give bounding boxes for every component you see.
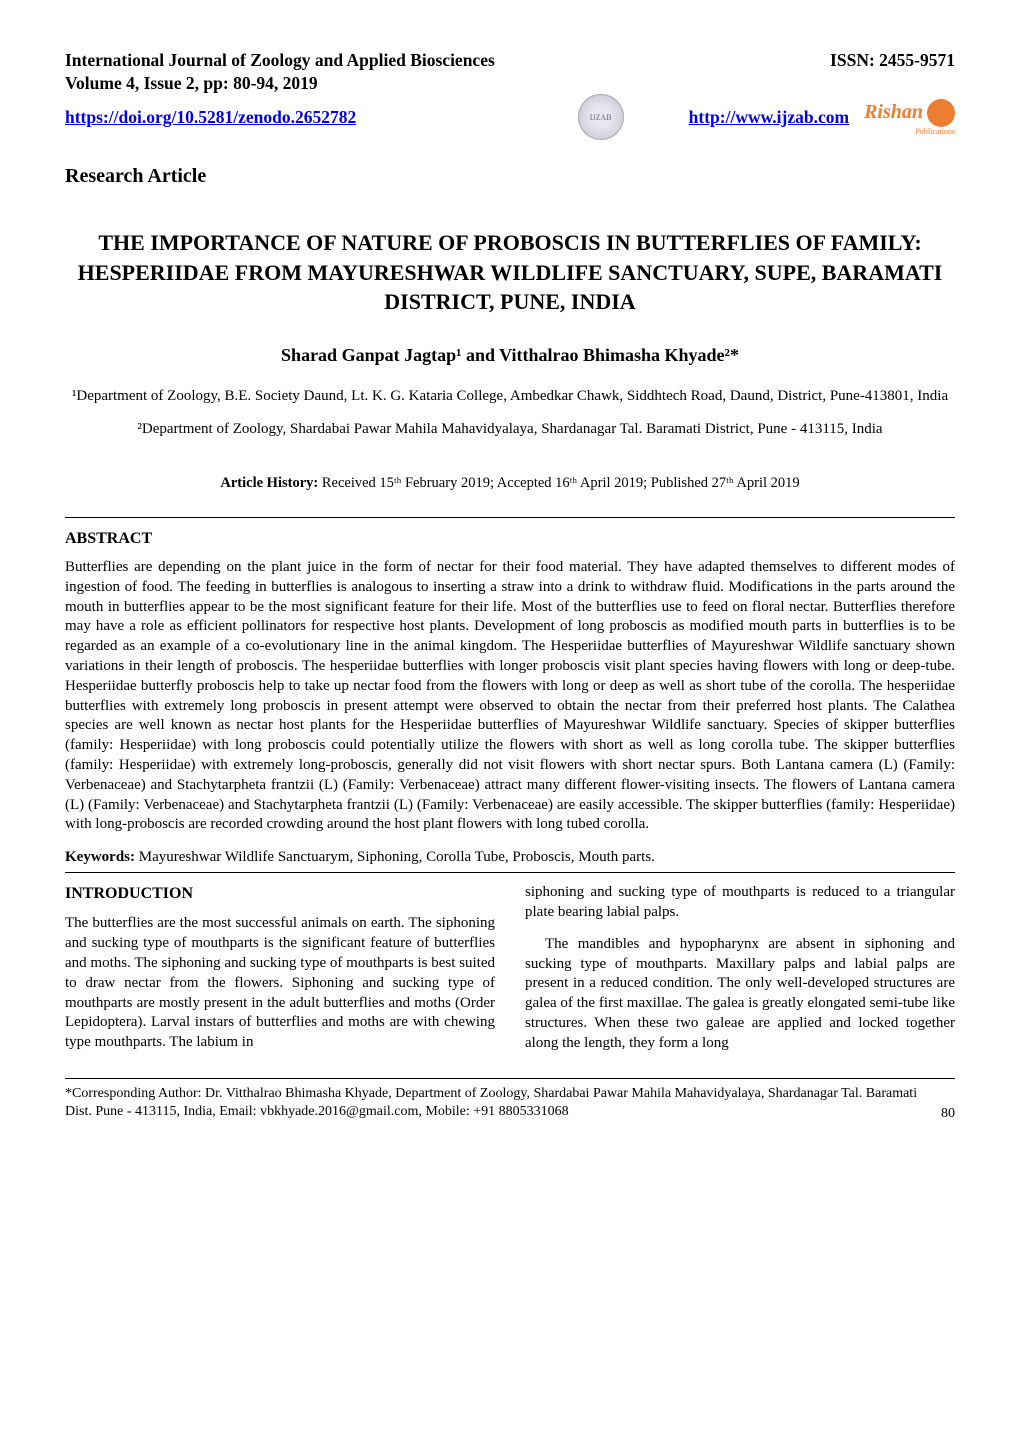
corresponding-author: *Corresponding Author: Dr. Vitthalrao Bh… <box>65 1085 941 1123</box>
publisher-logo: Rishan Publications <box>864 99 955 136</box>
divider-mid <box>65 872 955 873</box>
history-text: Received 15ᵗʰ February 2019; Accepted 16… <box>318 475 799 491</box>
header-left-column: International Journal of Zoology and App… <box>65 50 830 71</box>
journal-title: International Journal of Zoology and App… <box>65 50 495 70</box>
journal-url-link[interactable]: http://www.ijzab.com <box>689 107 849 128</box>
history-label: Article History: <box>220 475 318 491</box>
ijzab-logo-icon: IJZAB <box>578 94 624 140</box>
intro-continuation: siphoning and sucking type of mouthparts… <box>525 883 955 923</box>
two-column-body: INTRODUCTION The butterflies are the mos… <box>65 883 955 1053</box>
abstract-body: Butterflies are depending on the plant j… <box>65 558 955 835</box>
publisher-ball-icon <box>927 99 955 127</box>
authors-line: Sharad Ganpat Jagtap¹ and Vitthalrao Bhi… <box>65 345 955 366</box>
intro-paragraph-2: The mandibles and hypopharynx are absent… <box>525 935 955 1054</box>
doi-url-row: https://doi.org/10.5281/zenodo.2652782 I… <box>65 94 955 140</box>
issn-label: ISSN: 2455-9571 <box>830 50 955 71</box>
keywords-line: Keywords: Mayureshwar Wildlife Sanctuary… <box>65 849 955 866</box>
publisher-name-text: Rishan <box>864 101 923 124</box>
page-number: 80 <box>941 1106 955 1122</box>
doi-link[interactable]: https://doi.org/10.5281/zenodo.2652782 <box>65 107 356 128</box>
paper-title: THE IMPORTANCE OF NATURE OF PROBOSCIS IN… <box>65 228 955 317</box>
introduction-heading: INTRODUCTION <box>65 883 495 904</box>
column-left: INTRODUCTION The butterflies are the mos… <box>65 883 495 1053</box>
article-type: Research Article <box>65 165 955 188</box>
volume-issue-info: Volume 4, Issue 2, pp: 80-94, 2019 <box>65 73 955 94</box>
affiliation-1: ¹Department of Zoology, B.E. Society Dau… <box>65 386 955 407</box>
publisher-subtext: Publications <box>864 127 955 136</box>
header-logos: IJZAB http://www.ijzab.com Rishan Public… <box>578 94 955 140</box>
header-row-1: International Journal of Zoology and App… <box>65 50 955 71</box>
publisher-name: Rishan <box>864 99 955 127</box>
keywords-label: Keywords: <box>65 849 135 865</box>
article-history: Article History: Received 15ᵗʰ February … <box>65 475 955 492</box>
column-right: siphoning and sucking type of mouthparts… <box>525 883 955 1053</box>
affiliation-2: ²Department of Zoology, Shardabai Pawar … <box>65 419 955 440</box>
keywords-text: Mayureshwar Wildlife Sanctuarym, Siphoni… <box>135 849 655 865</box>
journal-header: International Journal of Zoology and App… <box>65 50 955 140</box>
intro-paragraph-1: The butterflies are the most successful … <box>65 914 495 1053</box>
abstract-heading: ABSTRACT <box>65 530 955 548</box>
page-footer: *Corresponding Author: Dr. Vitthalrao Bh… <box>65 1078 955 1123</box>
divider-top <box>65 517 955 518</box>
